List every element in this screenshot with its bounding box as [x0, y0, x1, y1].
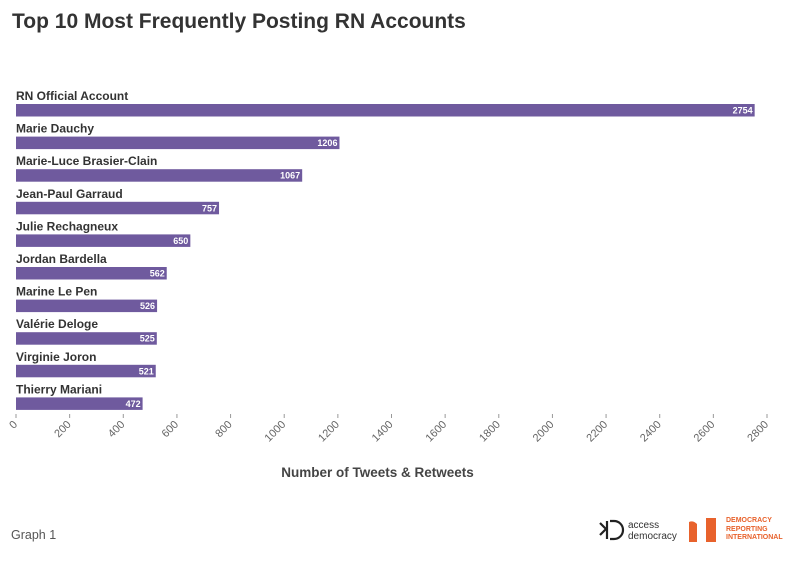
bar [16, 201, 220, 215]
x-tick-label: 2800 [745, 419, 771, 445]
x-tick-label: 2200 [584, 419, 610, 445]
category-label: Julie Rechagneux [16, 219, 118, 233]
x-tick-label: 2600 [692, 419, 718, 445]
logo-ad-line1: access [628, 520, 660, 531]
category-label: Marine Le Pen [16, 285, 97, 299]
category-label: Marie-Luce Brasier-Clain [16, 154, 157, 168]
dri-mark-icon [689, 518, 716, 542]
bar-chart: RN Official Account 2754 Marie Dauchy 1206 M… [7, 89, 771, 480]
bar [16, 299, 158, 313]
bar [16, 267, 167, 280]
graph-number-note: Graph 1 [11, 528, 57, 542]
bar [16, 136, 340, 150]
democracy-reporting-international-logo: DEMOCRACY REPORTING INTERNATIONAL [687, 515, 783, 545]
category-label: Valérie Deloge [16, 317, 98, 331]
category-label: Jordan Bardella [16, 252, 107, 266]
x-tick-label: 1800 [477, 419, 503, 445]
bar-value-label: 525 [140, 334, 155, 344]
category-label: Thierry Mariani [16, 382, 102, 396]
logo-ad-line2: democracy [628, 531, 677, 542]
bar-value-label: 526 [140, 301, 155, 311]
x-tick-label: 1000 [263, 419, 289, 445]
x-tick-label: 2400 [638, 419, 664, 445]
x-tick-label: 600 [160, 419, 181, 440]
logo-dri-line1: DEMOCRACY [726, 517, 772, 525]
x-tick-label: 200 [52, 419, 73, 440]
bar-value-label: 2754 [733, 106, 753, 116]
category-label: Virginie Joron [16, 350, 96, 364]
bar-value-label: 1067 [280, 171, 300, 181]
bar [16, 234, 191, 247]
x-tick-label: 1600 [423, 419, 449, 445]
access-democracy-mark-icon [599, 519, 625, 541]
category-label: Marie Dauchy [16, 122, 94, 136]
chart-title: Top 10 Most Frequently Posting RN Accoun… [12, 10, 466, 33]
bar-value-label: 650 [173, 236, 188, 246]
x-tick-label: 400 [106, 419, 127, 440]
x-tick-label: 2000 [531, 419, 557, 445]
category-label: RN Official Account [16, 89, 128, 103]
bar-value-label: 757 [202, 203, 217, 213]
x-tick-label: 1200 [316, 419, 342, 445]
bar-value-label: 562 [150, 269, 165, 279]
bar-value-label: 472 [126, 399, 141, 409]
x-tick-label: 800 [213, 419, 234, 440]
bar [16, 104, 755, 117]
bar-value-label: 1206 [317, 138, 337, 148]
logo-dri-line2: REPORTING [726, 525, 768, 533]
access-democracy-logo: access democracy [599, 518, 677, 544]
bar [16, 397, 143, 410]
bar [16, 169, 303, 182]
x-tick-label: 0 [7, 419, 20, 432]
category-label: Jean-Paul Garraud [16, 187, 123, 201]
x-axis-title: Number of Tweets & Retweets [281, 465, 474, 480]
bar [16, 364, 156, 378]
x-tick-label: 1400 [370, 419, 396, 445]
logo-dri-line3: INTERNATIONAL [726, 534, 783, 542]
bar-value-label: 521 [139, 366, 154, 376]
bar [16, 332, 157, 345]
